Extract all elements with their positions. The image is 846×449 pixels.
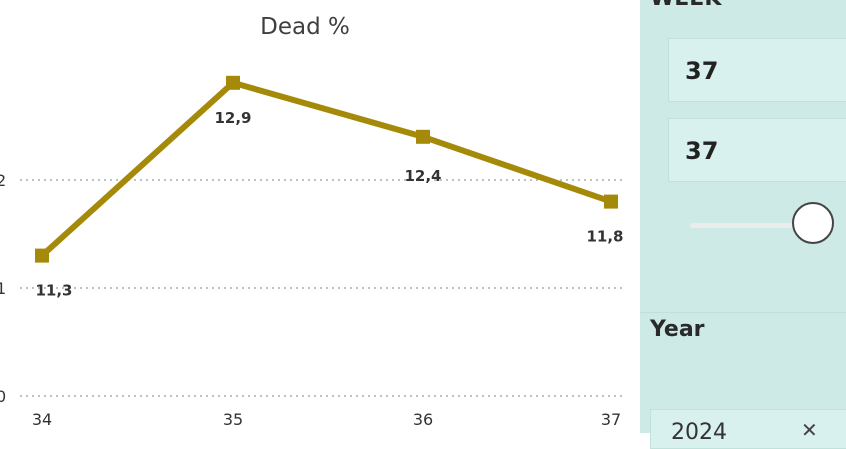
x-tick-label: 37	[601, 410, 621, 429]
marker-layer	[35, 76, 618, 263]
gridlines	[20, 180, 625, 396]
y-tick-label: 0	[0, 387, 6, 406]
week-slider-handle[interactable]	[792, 202, 834, 244]
chart-svg: Dead % 2 1 0 34 35 36 37 11,3 12,9 12,4 11,8	[0, 0, 640, 432]
week-end-input[interactable]: 37	[668, 118, 846, 182]
data-point-marker	[416, 130, 430, 144]
week-slicer-header: WEEK	[650, 0, 721, 11]
data-label: 11,8	[586, 228, 623, 246]
data-label: 11,3	[35, 282, 72, 300]
x-axis-ticks: 34 35 36 37	[32, 410, 621, 429]
data-label-layer: 11,3 12,9 12,4 11,8	[35, 109, 623, 300]
data-point-marker	[35, 249, 49, 263]
x-tick-label: 35	[223, 410, 243, 429]
year-slicer-header: Year	[650, 317, 705, 342]
data-point-marker	[604, 195, 618, 209]
data-point-marker	[226, 76, 240, 90]
slicer-panel: WEEK 37 37 Year 2024 ✕	[640, 0, 846, 432]
week-start-input[interactable]: 37	[668, 38, 846, 102]
series-line-layer	[42, 83, 611, 256]
x-tick-label: 34	[32, 410, 52, 429]
data-label: 12,4	[404, 167, 441, 185]
x-tick-label: 36	[413, 410, 433, 429]
series-line	[42, 83, 611, 256]
y-tick-label: 1	[0, 279, 6, 298]
year-slicer: Year 2024 ✕	[640, 312, 846, 433]
y-axis-ticks: 2 1 0	[0, 171, 6, 406]
chart-title: Dead %	[260, 14, 350, 40]
year-selected-value: 2024	[671, 420, 727, 445]
y-tick-label: 2	[0, 171, 6, 190]
data-label: 12,9	[214, 109, 251, 127]
chevron-down-icon[interactable]: ✕	[801, 418, 818, 442]
line-chart: Dead % 2 1 0 34 35 36 37 11,3 12,9 12,4 11,8	[0, 0, 640, 432]
year-dropdown[interactable]: 2024 ✕	[650, 409, 846, 449]
